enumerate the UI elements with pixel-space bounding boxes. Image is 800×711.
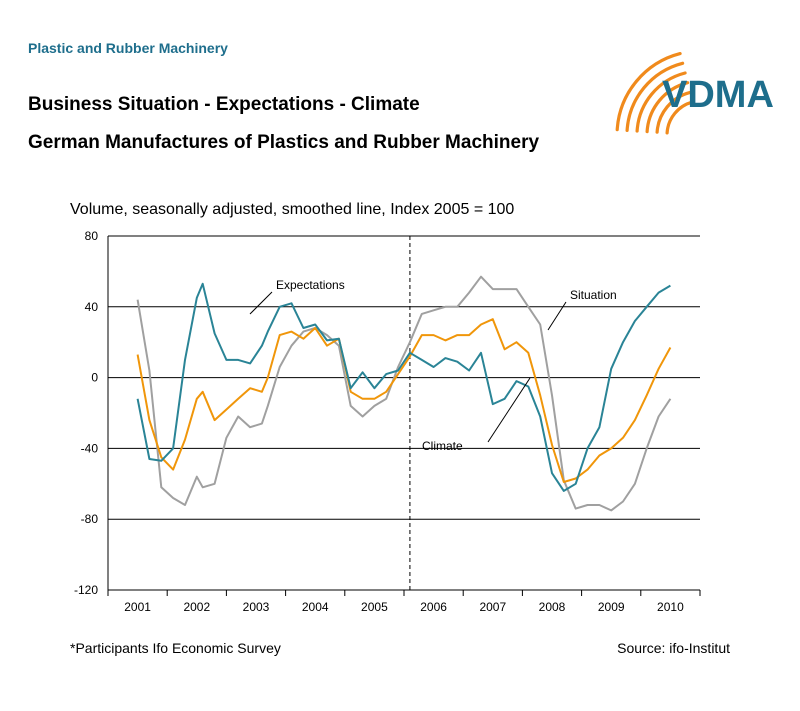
annotation-leader-line	[547, 301, 567, 331]
x-tick-label: 2010	[657, 600, 684, 614]
y-tick-label: -40	[81, 441, 99, 455]
annotation-label-climate: Climate	[422, 439, 463, 453]
x-tick-label: 2004	[302, 600, 329, 614]
logo-text: VDMA	[662, 74, 774, 116]
x-tick-label: 2006	[420, 600, 447, 614]
logo-swoosh-arc	[645, 81, 690, 134]
vdma-logo: VDMA	[615, 52, 774, 135]
logo-swoosh-arc	[665, 100, 695, 135]
source-note: Source: ifo-Institut	[617, 640, 730, 656]
y-tick-label: -80	[81, 512, 99, 526]
x-tick-label: 2005	[361, 600, 388, 614]
logo-swoosh-arc	[635, 71, 687, 133]
y-tick-label: -120	[74, 583, 98, 597]
series-line-climate	[136, 318, 672, 483]
logo-swoosh-arc	[655, 90, 692, 134]
x-tick-label: 2008	[539, 600, 566, 614]
section-label: Plastic and Rubber Machinery	[28, 40, 228, 56]
x-tick-label: 2002	[183, 600, 210, 614]
footnote: *Participants Ifo Economic Survey	[70, 640, 281, 656]
y-tick-label: 40	[85, 300, 99, 314]
series-line-expectations	[136, 282, 671, 492]
x-tick-label: 2009	[598, 600, 625, 614]
x-tick-label: 2001	[124, 600, 151, 614]
chart-title-line1: Business Situation - Expectations - Clim…	[28, 94, 420, 115]
annotation-label-expectations: Expectations	[276, 278, 345, 292]
y-tick-label: 0	[91, 371, 98, 385]
x-tick-label: 2003	[243, 600, 270, 614]
annotation-leader-line	[487, 377, 531, 443]
annotation-label-situation: Situation	[570, 288, 617, 302]
chart-subtitle: Volume, seasonally adjusted, smoothed li…	[70, 201, 515, 218]
logo-swoosh-icon	[615, 52, 695, 135]
x-tick-label: 2007	[479, 600, 506, 614]
y-tick-label: 80	[85, 229, 99, 243]
series-line-situation	[136, 275, 672, 512]
logo-swoosh-arc	[625, 61, 685, 132]
annotation-leader-line	[249, 291, 273, 315]
logo-swoosh-arc	[615, 52, 682, 132]
chart-title-line2: German Manufactures of Plastics and Rubb…	[28, 132, 540, 153]
